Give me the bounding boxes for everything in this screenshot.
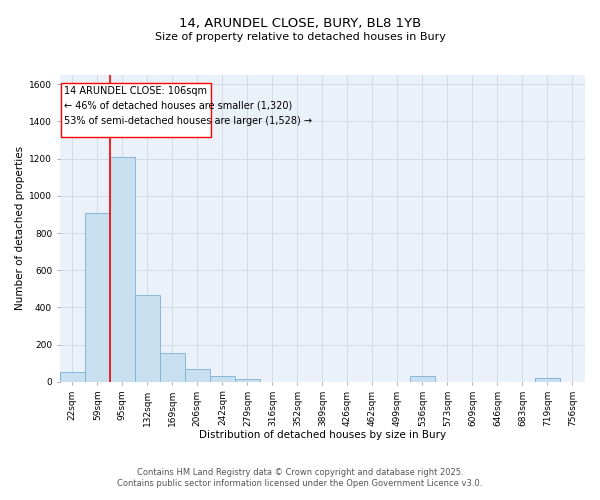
Bar <box>185 369 210 382</box>
Bar <box>235 379 260 382</box>
FancyBboxPatch shape <box>61 84 211 138</box>
Text: 14 ARUNDEL CLOSE: 106sqm
← 46% of detached houses are smaller (1,320)
53% of sem: 14 ARUNDEL CLOSE: 106sqm ← 46% of detach… <box>64 86 311 126</box>
Bar <box>160 353 185 382</box>
Bar <box>410 376 435 382</box>
Bar <box>535 378 560 382</box>
Bar <box>60 372 85 382</box>
X-axis label: Distribution of detached houses by size in Bury: Distribution of detached houses by size … <box>199 430 446 440</box>
Bar <box>85 212 110 382</box>
Y-axis label: Number of detached properties: Number of detached properties <box>15 146 25 310</box>
Bar <box>210 376 235 382</box>
Bar <box>110 157 135 382</box>
Bar <box>135 296 160 382</box>
Text: 14, ARUNDEL CLOSE, BURY, BL8 1YB: 14, ARUNDEL CLOSE, BURY, BL8 1YB <box>179 18 421 30</box>
Text: Size of property relative to detached houses in Bury: Size of property relative to detached ho… <box>155 32 445 42</box>
Text: Contains HM Land Registry data © Crown copyright and database right 2025.
Contai: Contains HM Land Registry data © Crown c… <box>118 468 482 487</box>
